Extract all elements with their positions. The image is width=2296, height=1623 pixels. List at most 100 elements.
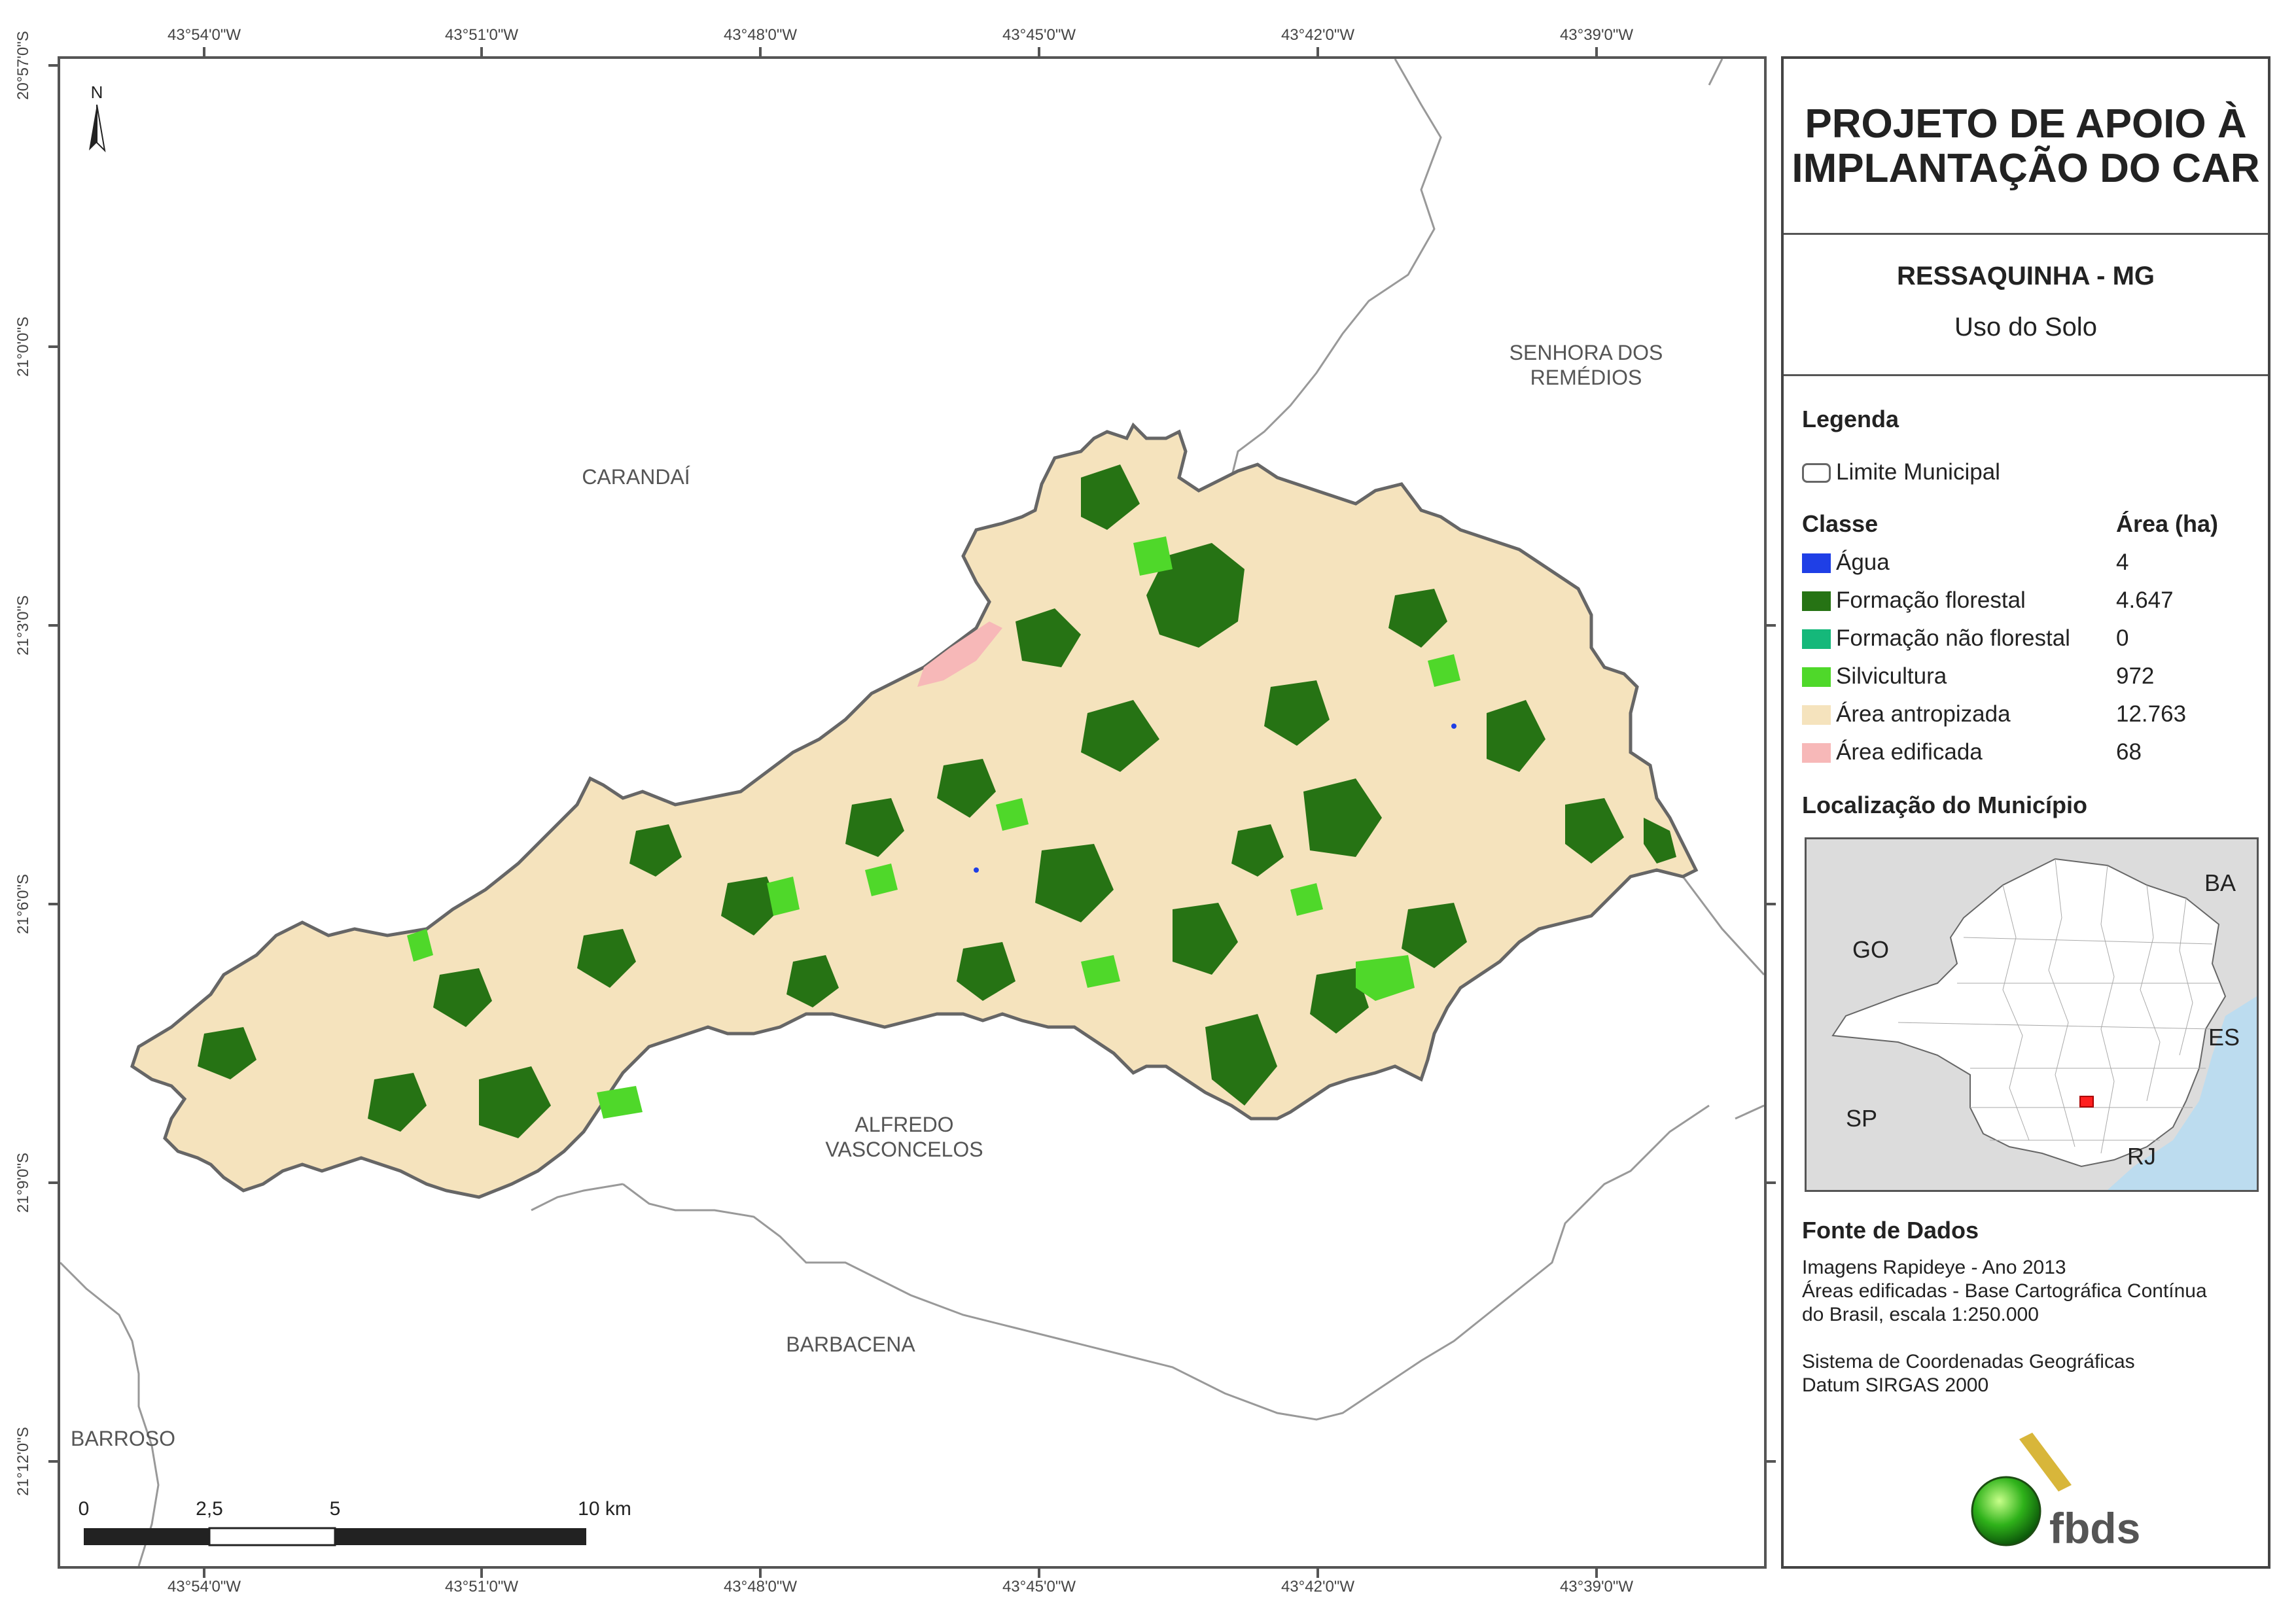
tick: [203, 1569, 205, 1578]
legend-label: Área edificada: [1836, 739, 1983, 765]
silviculture-patch: [1428, 654, 1460, 687]
coord-top-label: 43°42'0"W: [1280, 26, 1355, 44]
logo-graphic: [1971, 1433, 2072, 1546]
legend-swatch: [1802, 705, 1831, 725]
tick: [48, 64, 58, 67]
forest-patch: [721, 877, 780, 935]
legend-heading: Legenda: [1802, 406, 1899, 432]
legend-area: 4: [2116, 550, 2129, 575]
forest-patch: [937, 759, 996, 818]
legend-label: Limite Municipal: [1836, 459, 2000, 485]
forest-patch: [957, 942, 1016, 1001]
inset-municipality-lines: [1898, 858, 2219, 1154]
legend-area: 12.763: [2116, 701, 2187, 727]
map-theme: Uso do Solo: [1954, 313, 2097, 341]
source-line: Imagens Rapideye - Ano 2013: [1802, 1257, 2066, 1278]
place-label-barbacena: BARBACENA: [786, 1333, 915, 1356]
water-body: [974, 867, 979, 873]
forest-patch: [1081, 464, 1140, 530]
boundary-north-east: [1708, 59, 1723, 86]
coord-left-label: 20°57'0"S: [14, 31, 32, 100]
forest-patch: [1264, 680, 1330, 746]
coord-left-label: 21°9'0"S: [14, 1152, 32, 1213]
place-label-senhora-dos-remedios: SENHORA DOS REMÉDIOS: [1510, 340, 1663, 391]
tick: [759, 1569, 762, 1578]
tick: [1767, 624, 1776, 627]
tick: [480, 1569, 483, 1578]
location-inset-map[interactable]: BA GO ES SP RJ: [1805, 837, 2259, 1192]
coord-top-label: 43°45'0"W: [1002, 26, 1076, 44]
silviculture-patch: [597, 1086, 643, 1119]
source-line: do Brasil, escala 1:250.000: [1802, 1304, 2039, 1325]
place-label-alfredo-vasconcelos: ALFREDO VASCONCELOS: [825, 1112, 983, 1162]
place-label-carandai: CARANDAÍ: [582, 465, 690, 489]
coord-top-label: 43°51'0"W: [444, 26, 519, 44]
forest-patches: [198, 464, 1676, 1138]
forest-patch: [479, 1066, 551, 1138]
coord-left-label: 21°12'0"S: [14, 1427, 32, 1496]
water-body: [1451, 724, 1457, 729]
forest-patch: [1565, 798, 1624, 864]
forest-patch: [1231, 824, 1284, 877]
legend-row: Área antropizada 12.763: [1802, 700, 2260, 727]
scale-label: 5: [329, 1498, 341, 1520]
legend-swatch: [1802, 743, 1831, 763]
legend-row: Formação não florestal 0: [1802, 624, 2260, 652]
tick: [1316, 1569, 1319, 1578]
scale-label: 0: [78, 1498, 90, 1520]
scale-bar: [84, 1527, 586, 1546]
forest-patch: [368, 1073, 427, 1132]
forest-patch: [1402, 903, 1467, 968]
forest-patch: [1035, 844, 1114, 922]
inset-label-ba: BA: [2204, 869, 2236, 896]
legend-label: Formação não florestal: [1836, 625, 2070, 651]
tick: [1038, 1569, 1040, 1578]
boundary-barbacena-west: [531, 1183, 624, 1212]
legend-row: Área edificada 68: [1802, 738, 2260, 765]
map-canvas[interactable]: N: [60, 59, 1764, 1566]
coord-bottom-label: 43°45'0"W: [1002, 1578, 1076, 1596]
forest-patch: [198, 1027, 256, 1079]
source-heading: Fonte de Dados: [1802, 1217, 1979, 1244]
legend-row: Silvicultura 972: [1802, 662, 2260, 689]
scale-label: 10 km: [578, 1498, 631, 1520]
forest-patch: [629, 824, 682, 877]
forest-patch: [577, 929, 636, 988]
legend-row: Água 4: [1802, 548, 2260, 576]
built-area: [917, 621, 1002, 687]
silviculture-patch: [1133, 536, 1173, 576]
forest-patch: [1016, 608, 1081, 667]
coord-bottom-label: 43°51'0"W: [444, 1578, 519, 1596]
legend-swatch: [1802, 667, 1831, 687]
area-heading: Área (ha): [2116, 510, 2219, 537]
coord-bottom-label: 43°54'0"W: [167, 1578, 241, 1596]
legend-row: Formação florestal 4.647: [1802, 586, 2260, 614]
inset-label-go: GO: [1852, 936, 1890, 963]
forest-patch: [1205, 1014, 1277, 1106]
place-label-line: SENHORA DOS: [1509, 341, 1663, 364]
title-line: PROJETO DE APOIO À: [1805, 101, 2247, 147]
forest-patch: [1644, 818, 1676, 864]
boundary-barroso: [60, 1261, 160, 1566]
inset-label-es: ES: [2208, 1024, 2240, 1051]
tick: [759, 47, 762, 56]
crs-line: Sistema de Coordenadas Geográficas: [1802, 1351, 2135, 1372]
silviculture-patch: [767, 877, 800, 916]
limit-swatch: [1802, 463, 1831, 483]
boundary-south-loop: [622, 1104, 1710, 1421]
tick: [1595, 47, 1598, 56]
municipality-name: RESSAQUINHA - MG: [1896, 262, 2155, 290]
side-panel: PROJETO DE APOIO À IMPLANTAÇÃO DO CAR RE…: [1781, 56, 2270, 1569]
map-frame[interactable]: N CARANDAÍ SENHORA DOS REMÉDIOS ALFREDO …: [58, 56, 1767, 1569]
boundary-carandai-senhora: [1230, 59, 1442, 510]
state-minas-gerais: [1831, 858, 2227, 1168]
forest-patch: [1173, 903, 1238, 975]
title-line: IMPLANTAÇÃO DO CAR: [1792, 146, 2260, 191]
tick: [203, 47, 205, 56]
coord-left-label: 21°0'0"S: [14, 316, 32, 377]
silviculture-patch: [996, 798, 1029, 831]
boundary-alfredo-south: [1735, 1104, 1764, 1120]
tick: [48, 903, 58, 905]
legend-label: Água: [1836, 550, 1890, 575]
coord-bottom-label: 43°42'0"W: [1280, 1578, 1355, 1596]
